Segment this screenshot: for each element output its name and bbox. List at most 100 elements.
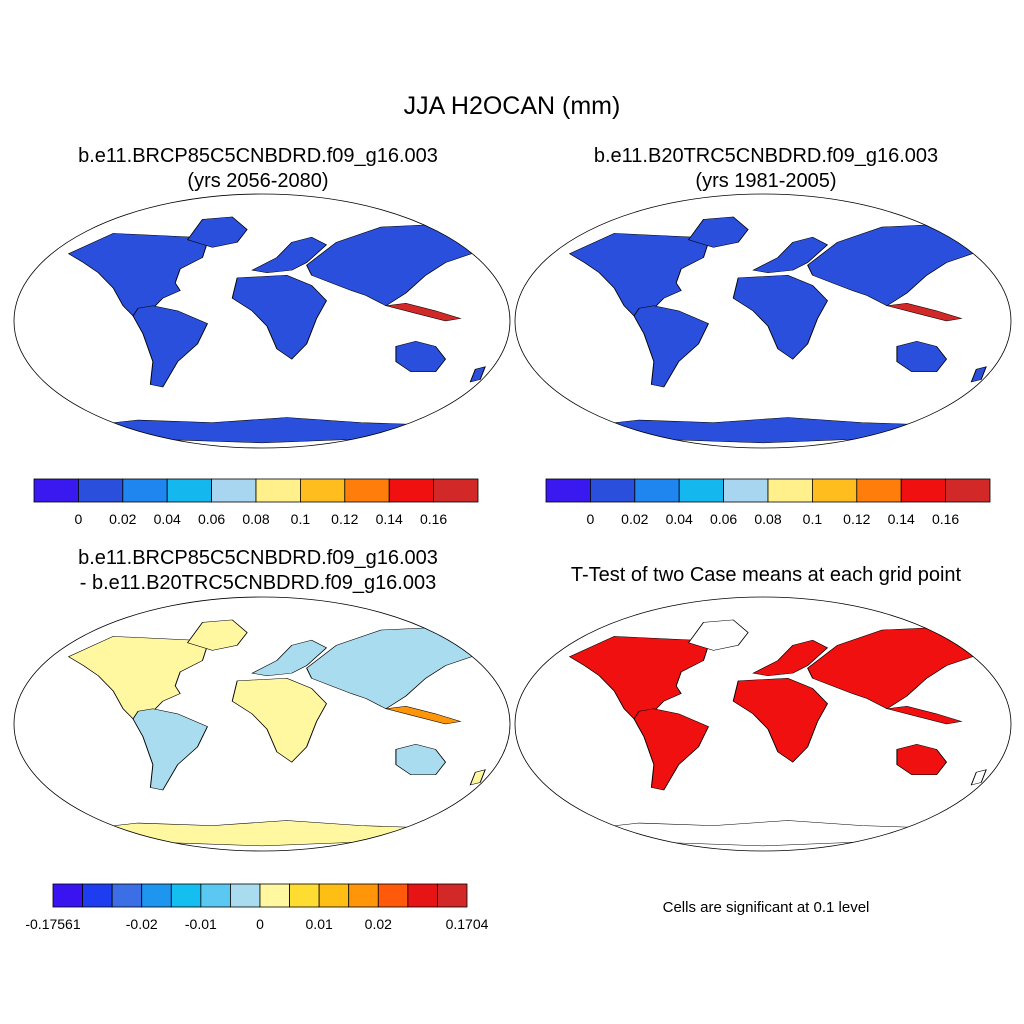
colorbar-future: 0 0.02 0.04 0.06 0.08 0.1 0.12 0.14 0.16 bbox=[33, 478, 479, 527]
landmass-nz bbox=[470, 770, 485, 785]
colorbar-label: 0.1 bbox=[803, 511, 823, 527]
landmass-nz bbox=[470, 367, 485, 382]
panel-subtitle-difference: - b.e11.B20TRC5CNBDRD.f09_g16.003 bbox=[79, 572, 437, 594]
colorbar-label: 0.1 bbox=[291, 511, 311, 527]
landmass-sa bbox=[634, 306, 708, 387]
colorbar-swatch bbox=[33, 478, 79, 503]
colorbar-label: 0 bbox=[75, 511, 83, 527]
colorbar-swatch bbox=[166, 478, 212, 503]
colorbar-swatch bbox=[388, 478, 435, 503]
colorbar-swatch bbox=[590, 478, 636, 503]
landmass-nz bbox=[971, 367, 986, 382]
colorbar-label: 0.02 bbox=[109, 511, 136, 527]
landmass-sa bbox=[133, 709, 207, 790]
landmass-in bbox=[887, 303, 961, 321]
landmass-af bbox=[232, 678, 326, 762]
colorbar-label: 0.06 bbox=[198, 511, 225, 527]
colorbar-swatch bbox=[678, 478, 725, 503]
colorbar-label: 0.01 bbox=[306, 916, 333, 932]
colorbar-label: 0.16 bbox=[932, 511, 959, 527]
panel-title-future: b.e11.BRCP85C5CNBDRD.f09_g16.003 bbox=[78, 145, 438, 167]
colorbar-swatch bbox=[433, 478, 479, 503]
landmass-au bbox=[897, 744, 947, 774]
colorbar-swatch bbox=[856, 478, 902, 503]
colorbar-swatch bbox=[78, 478, 124, 503]
colorbar-swatch bbox=[259, 883, 290, 908]
colorbar-label: -0.01 bbox=[185, 916, 217, 932]
colorbar-label: -0.02 bbox=[126, 916, 158, 932]
map-difference-outline bbox=[13, 596, 511, 852]
panel-title-ttest: T-Test of two Case means at each grid po… bbox=[570, 564, 962, 586]
colorbar-label: 0.02 bbox=[365, 916, 392, 932]
colorbar-label: -0.17561 bbox=[25, 916, 80, 932]
colorbar-label: 0.06 bbox=[710, 511, 737, 527]
colorbar-swatch bbox=[344, 478, 390, 503]
colorbar-swatch bbox=[812, 478, 858, 503]
colorbar-swatch bbox=[289, 883, 320, 908]
colorbar-label: 0.08 bbox=[754, 511, 781, 527]
colorbar-label: 0.04 bbox=[666, 511, 693, 527]
colorbar-swatch bbox=[170, 883, 202, 908]
landmass-in bbox=[386, 706, 460, 724]
colorbar-swatch bbox=[437, 883, 468, 908]
map-future-outline bbox=[13, 193, 511, 449]
landmass-an bbox=[69, 418, 456, 443]
colorbar-label: 0.1704 bbox=[446, 916, 489, 932]
panels-layer: 0 0.02 0.04 0.06 0.08 0.1 0.12 0.14 0.16 0 0.02 0.0… bbox=[13, 193, 1012, 932]
panel-title-historical: b.e11.B20TRC5CNBDRD.f09_g16.003 bbox=[593, 145, 939, 167]
map-ttest bbox=[514, 596, 1012, 852]
colorbar-swatch bbox=[407, 883, 438, 908]
landmass-sa bbox=[133, 306, 207, 387]
landmass-af bbox=[733, 275, 827, 359]
colorbar-swatch bbox=[348, 883, 379, 908]
significance-note: Cells are significant at 0.1 level bbox=[662, 899, 870, 916]
colorbar-swatch bbox=[122, 478, 168, 503]
colorbar-swatch bbox=[111, 883, 143, 908]
landmass-as bbox=[307, 627, 486, 708]
landmass-as bbox=[808, 627, 987, 708]
colorbar-swatch bbox=[377, 883, 409, 908]
colorbar-label: 0.16 bbox=[420, 511, 447, 527]
landmass-na bbox=[69, 636, 208, 719]
colorbar-swatch bbox=[318, 883, 350, 908]
figure-title: JJA H2OCAN (mm) bbox=[403, 92, 621, 120]
map-difference bbox=[13, 596, 511, 852]
colorbar-swatch bbox=[230, 883, 261, 908]
landmass-as bbox=[808, 224, 987, 305]
panel-subtitle-future: (yrs 2056-2080) bbox=[187, 170, 329, 192]
colorbar-label: 0.12 bbox=[843, 511, 870, 527]
colorbar-swatch bbox=[545, 478, 591, 503]
colorbar-swatch bbox=[634, 478, 680, 503]
colorbar-swatch bbox=[52, 883, 83, 908]
landmass-na bbox=[570, 636, 709, 719]
colorbar-swatch bbox=[723, 478, 769, 503]
colorbar-difference: -0.17561 -0.02 -0.01 0 0.01 0.02 0.1704 bbox=[25, 883, 489, 932]
colorbar-label: 0.14 bbox=[888, 511, 915, 527]
map-ttest-outline bbox=[514, 596, 1012, 852]
panel-title-difference: b.e11.BRCP85C5CNBDRD.f09_g16.003 bbox=[78, 547, 438, 569]
colorbar-swatch bbox=[900, 478, 947, 503]
landmass-as bbox=[307, 224, 486, 305]
map-historical-outline bbox=[514, 193, 1012, 449]
landmass-in bbox=[887, 706, 961, 724]
landmass-af bbox=[232, 275, 326, 359]
landmass-in bbox=[386, 303, 460, 321]
colorbar-swatch bbox=[82, 883, 113, 908]
colorbar-swatch bbox=[200, 883, 231, 908]
colorbar-label: 0.08 bbox=[242, 511, 269, 527]
colorbar-label: 0 bbox=[256, 916, 264, 932]
colorbar-swatch bbox=[255, 478, 301, 503]
colorbar-swatch bbox=[299, 478, 346, 503]
landmass-au bbox=[396, 341, 446, 371]
landmass-nz bbox=[971, 770, 986, 785]
landmass-an bbox=[570, 821, 957, 846]
panel-subtitle-historical: (yrs 1981-2005) bbox=[695, 170, 837, 192]
colorbar-label: 0 bbox=[587, 511, 595, 527]
map-historical bbox=[514, 193, 1012, 449]
landmass-na bbox=[570, 233, 709, 316]
landmass-af bbox=[733, 678, 827, 762]
landmass-sa bbox=[634, 709, 708, 790]
landmass-na bbox=[69, 233, 208, 316]
map-future bbox=[13, 193, 511, 449]
